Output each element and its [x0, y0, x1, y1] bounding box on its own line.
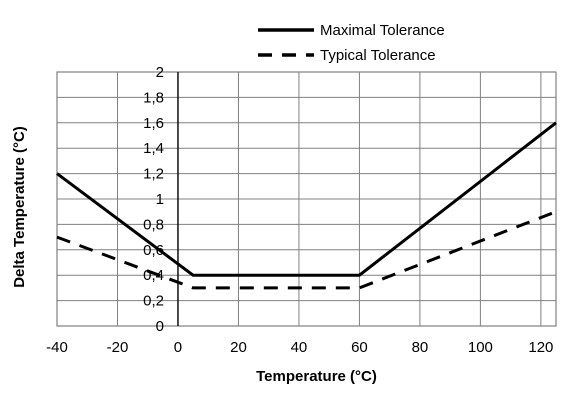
x-tick-label: -40	[46, 339, 68, 356]
x-tick-label: 120	[528, 339, 553, 356]
grid	[56, 71, 556, 327]
x-tick-labels: -40 -20 0 20 40 60 80 100 120	[46, 339, 553, 356]
y-axis-title: Delta Temperature (°C)	[11, 126, 28, 288]
legend: Maximal Tolerance Typical Tolerance	[258, 22, 445, 64]
y-tick-label: 0,4	[143, 267, 164, 284]
x-tick-label: 20	[230, 339, 247, 356]
x-tick-label: -20	[107, 339, 129, 356]
x-tick-label: 40	[291, 339, 308, 356]
series-layer	[56, 121, 557, 290]
y-tick-label: 0,2	[143, 293, 164, 310]
x-tick-label: 100	[468, 339, 493, 356]
y-tick-label: 1,8	[143, 89, 164, 106]
y-tick-label: 0	[156, 318, 164, 335]
x-tick-label: 80	[412, 339, 429, 356]
x-tick-label: 60	[351, 339, 368, 356]
y-tick-label: 0,6	[143, 242, 164, 259]
y-tick-label: 1	[156, 191, 164, 208]
series-line-maximal	[56, 121, 557, 277]
series-line-typical	[56, 210, 557, 290]
y-tick-label: 1,2	[143, 166, 164, 183]
y-tick-label: 2	[156, 64, 164, 81]
x-tick-label: 0	[174, 339, 182, 356]
y-tick-labels: 0 0,2 0,4 0,6 0,8 1 1,2 1,4 1,6 1,8 2	[143, 64, 164, 335]
legend-label-maximal: Maximal Tolerance	[320, 22, 445, 39]
y-tick-label: 1,6	[143, 115, 164, 132]
y-tick-label: 0,8	[143, 216, 164, 233]
x-axis-title: Temperature (°C)	[256, 368, 377, 385]
legend-label-typical: Typical Tolerance	[320, 47, 436, 64]
plot-frame	[56, 71, 557, 327]
y-tick-label: 1,4	[143, 140, 164, 157]
